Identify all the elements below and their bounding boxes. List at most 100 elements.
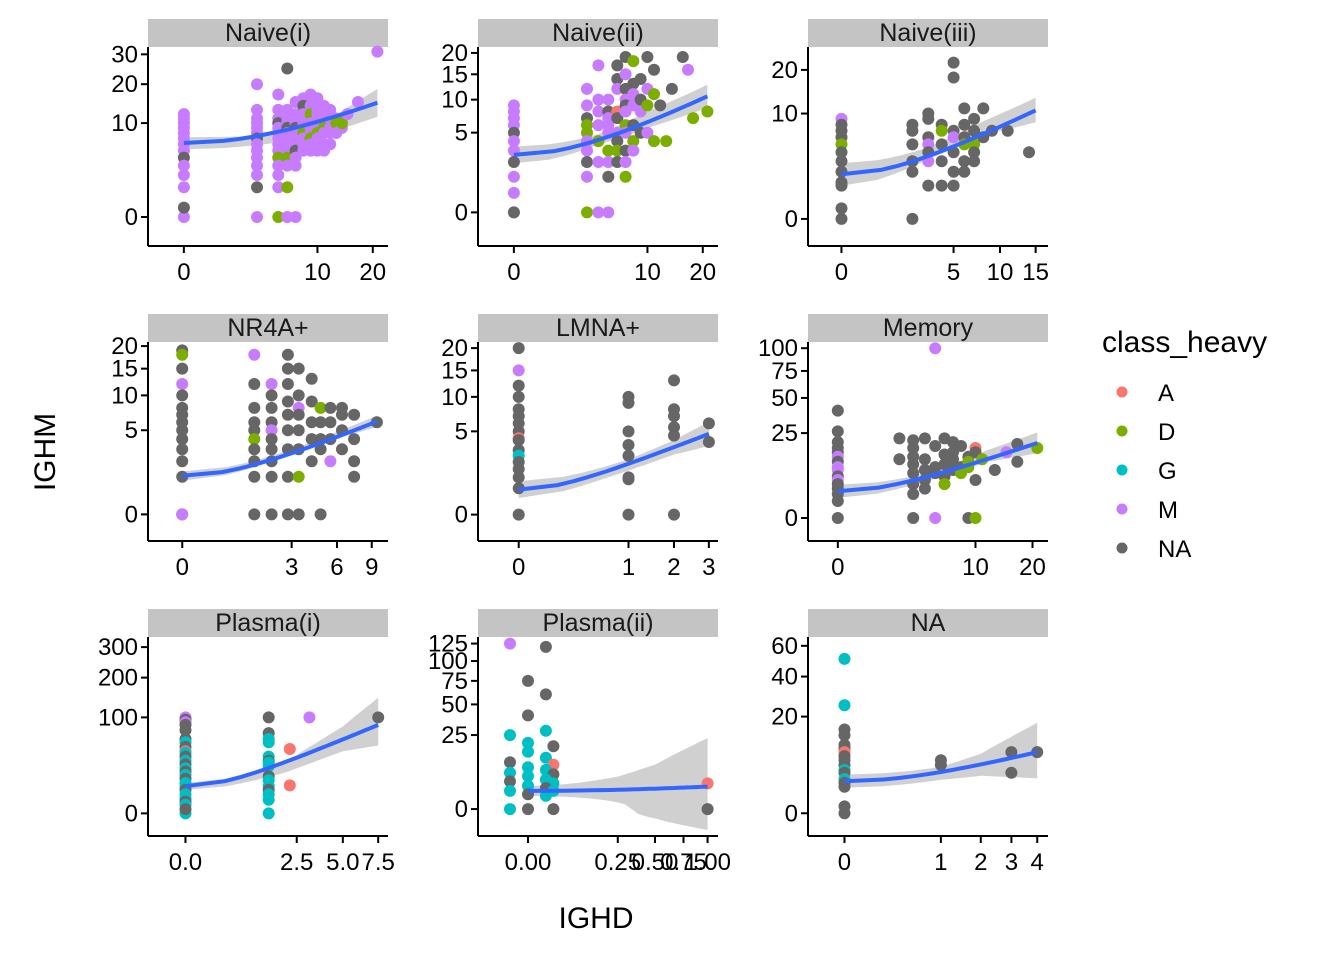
data-point bbox=[665, 82, 678, 95]
data-point bbox=[701, 105, 714, 118]
data-point bbox=[1005, 746, 1018, 759]
data-point bbox=[935, 179, 948, 192]
data-point bbox=[512, 379, 525, 392]
facet-title: NA bbox=[911, 609, 946, 637]
data-point bbox=[922, 179, 935, 192]
data-point bbox=[581, 99, 593, 112]
data-point bbox=[958, 118, 971, 131]
data-point bbox=[265, 433, 278, 446]
data-point bbox=[292, 389, 305, 402]
data-point bbox=[906, 138, 919, 151]
data-point bbox=[507, 206, 520, 219]
fit-line bbox=[527, 784, 708, 793]
data-point bbox=[522, 736, 534, 749]
data-point bbox=[1001, 124, 1014, 137]
x-tick-label: 1 bbox=[622, 554, 635, 581]
legend-label: A bbox=[1158, 380, 1174, 407]
data-point bbox=[907, 467, 920, 480]
data-point bbox=[668, 508, 680, 521]
fit-line bbox=[183, 100, 379, 145]
data-point bbox=[324, 455, 337, 468]
data-point bbox=[634, 73, 647, 85]
data-point bbox=[592, 105, 605, 118]
y-tick-label: 20 bbox=[441, 335, 468, 362]
x-tick-label: 2 bbox=[667, 554, 680, 581]
data-point bbox=[539, 688, 552, 701]
data-point bbox=[581, 170, 593, 183]
y-tick-label: 25 bbox=[771, 420, 798, 447]
data-point bbox=[835, 146, 848, 159]
data-point bbox=[958, 155, 971, 168]
facet-title: Memory bbox=[883, 314, 974, 342]
data-point bbox=[947, 453, 959, 466]
data-point bbox=[265, 424, 278, 437]
data-point bbox=[305, 372, 318, 385]
data-point bbox=[641, 51, 654, 63]
data-point bbox=[1023, 146, 1035, 159]
data-point bbox=[262, 711, 275, 724]
x-tick-label: 0 bbox=[177, 259, 190, 286]
y-tick-label: 20 bbox=[111, 333, 138, 360]
data-point bbox=[619, 156, 632, 168]
data-point bbox=[539, 724, 552, 737]
data-point bbox=[251, 159, 263, 172]
data-point bbox=[292, 424, 305, 437]
y-tick-label: 0 bbox=[125, 501, 138, 528]
data-point bbox=[648, 135, 660, 148]
data-point bbox=[938, 478, 951, 491]
y-tick-label: 0 bbox=[785, 800, 798, 827]
y-tick-label: 0 bbox=[785, 505, 798, 532]
x-tick-label: 10 bbox=[634, 259, 661, 286]
data-point bbox=[348, 408, 361, 421]
data-point bbox=[176, 348, 189, 361]
data-point bbox=[265, 443, 278, 456]
fit-line bbox=[844, 750, 1038, 784]
data-point bbox=[581, 144, 593, 157]
data-point bbox=[281, 348, 294, 361]
points bbox=[835, 56, 1035, 225]
data-point bbox=[305, 416, 318, 429]
data-point bbox=[547, 803, 560, 816]
x-tick-label: 20 bbox=[689, 259, 716, 286]
legend-title: class_heavy bbox=[1102, 326, 1267, 359]
panel-7: Plasma(i) 0 100 200 300 0.0 2.5 5.0 7.5 bbox=[98, 609, 395, 876]
data-point bbox=[838, 652, 851, 665]
data-point bbox=[831, 425, 844, 438]
data-point bbox=[512, 342, 525, 355]
data-point bbox=[1011, 455, 1024, 468]
data-point bbox=[289, 211, 302, 223]
data-point bbox=[507, 170, 520, 183]
data-point bbox=[977, 102, 990, 115]
data-point bbox=[281, 470, 294, 483]
y-tick-label: 15 bbox=[441, 357, 468, 384]
legend-entry: G bbox=[1116, 458, 1177, 485]
data-point bbox=[907, 488, 920, 500]
data-point bbox=[281, 62, 294, 75]
confidence-ribbon bbox=[837, 432, 1038, 498]
y-tick-label: 0 bbox=[455, 502, 468, 529]
data-point bbox=[611, 135, 624, 148]
data-point bbox=[248, 433, 261, 446]
y-tick-label: 15 bbox=[441, 61, 468, 88]
data-point bbox=[654, 99, 667, 112]
data-point bbox=[907, 458, 920, 471]
facet-strip bbox=[478, 609, 718, 637]
data-point bbox=[918, 453, 931, 466]
data-point bbox=[348, 470, 361, 483]
facet-title: NR4A+ bbox=[227, 314, 308, 342]
data-point bbox=[906, 124, 919, 137]
data-point bbox=[272, 103, 285, 116]
data-point bbox=[176, 378, 189, 390]
x-tick-label: 0 bbox=[512, 554, 525, 581]
legend-key bbox=[1116, 425, 1128, 437]
y-tick-label: 60 bbox=[771, 633, 798, 660]
confidence-ribbon bbox=[185, 697, 379, 790]
data-point bbox=[835, 202, 848, 215]
data-point bbox=[602, 144, 615, 157]
data-point bbox=[660, 135, 673, 148]
data-point bbox=[283, 743, 296, 755]
data-point bbox=[547, 740, 560, 753]
data-point bbox=[929, 342, 942, 355]
